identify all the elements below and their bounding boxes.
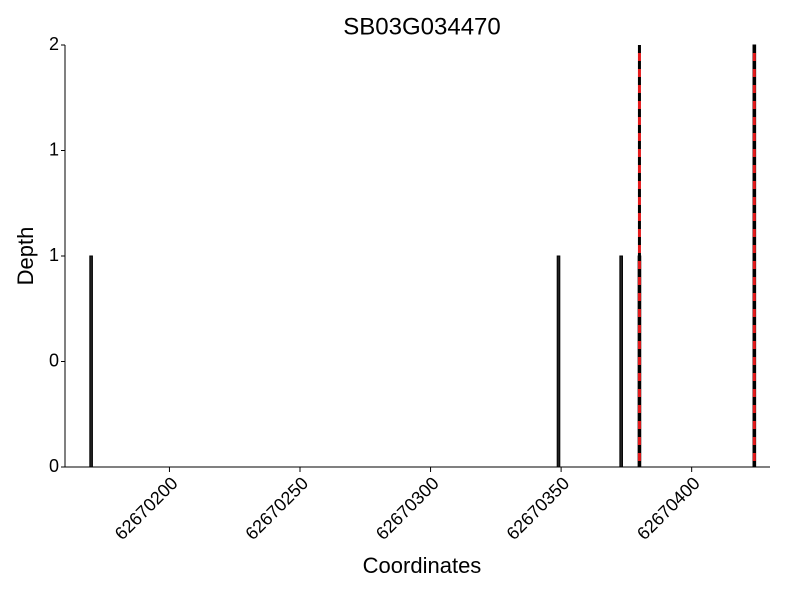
y-tick-label: 1	[49, 245, 59, 265]
chart-title: SB03G034470	[343, 13, 500, 40]
x-tick-label: 62670400	[633, 473, 704, 544]
x-tick-label: 62670350	[503, 473, 574, 544]
x-tick-label: 62670200	[111, 473, 182, 544]
bar	[619, 255, 623, 468]
bar	[89, 255, 93, 468]
y-tick-label: 0	[49, 350, 59, 370]
x-tick-label: 62670300	[372, 473, 443, 544]
x-axis-label: Coordinates	[363, 553, 482, 578]
bar	[556, 255, 561, 468]
y-axis-label: Depth	[13, 227, 38, 286]
y-tick-label: 0	[49, 456, 59, 476]
y-tick-label: 2	[49, 34, 59, 54]
x-tick-label: 62670250	[241, 473, 312, 544]
y-tick-label: 1	[49, 139, 59, 159]
